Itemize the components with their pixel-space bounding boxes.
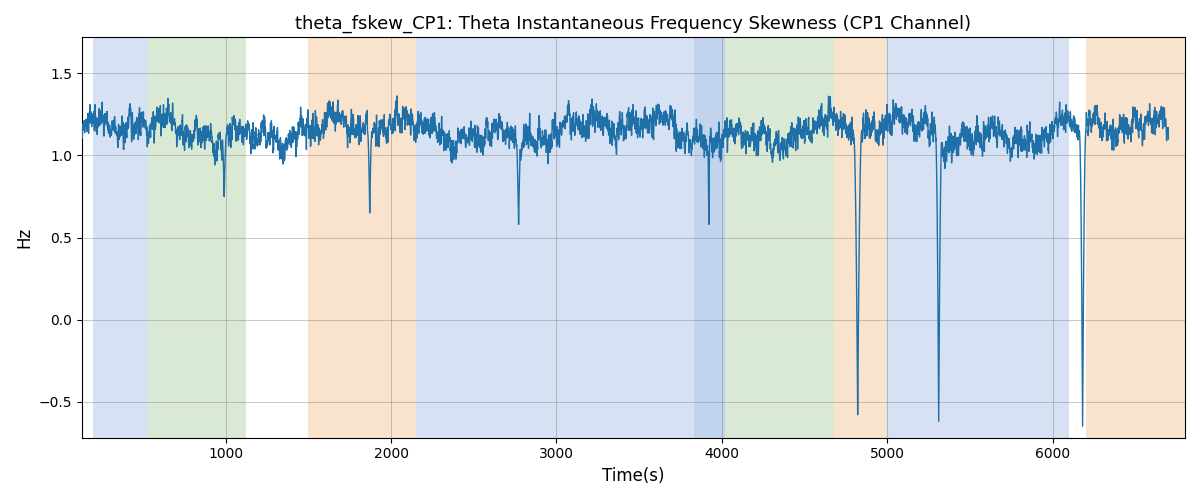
Bar [694, 38, 725, 438]
Bar [1086, 38, 1186, 438]
Bar [834, 38, 886, 438]
Bar [416, 38, 694, 438]
Y-axis label: Hz: Hz [14, 227, 34, 248]
Title: theta_fskew_CP1: Theta Instantaneous Frequency Skewness (CP1 Channel): theta_fskew_CP1: Theta Instantaneous Fre… [295, 15, 972, 34]
Bar [94, 38, 148, 438]
Bar [886, 38, 1069, 438]
Bar [308, 38, 416, 438]
X-axis label: Time(s): Time(s) [602, 467, 665, 485]
Bar [148, 38, 246, 438]
Bar [725, 38, 834, 438]
